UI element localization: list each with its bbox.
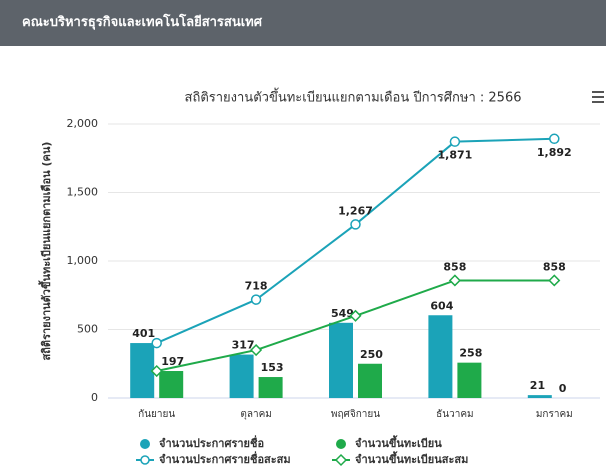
bar <box>258 377 283 398</box>
menu-icon[interactable] <box>592 91 604 103</box>
legend-label[interactable]: จำนวนประกาศรายชื่อสะสม <box>159 451 291 466</box>
menu-bar[interactable] <box>592 96 604 98</box>
chart: สถิติรายงานตัวขึ้นทะเบียนแยกตามเดือน ปีก… <box>38 88 604 467</box>
bar-value-label: 401 <box>132 327 155 340</box>
legend-symbol <box>140 455 150 465</box>
line-value-label: 1,267 <box>338 204 373 217</box>
bar-value-label: 258 <box>459 347 482 360</box>
chart-title: สถิติรายงานตัวขึ้นทะเบียนแยกตามเดือน ปีก… <box>185 88 522 106</box>
y-axis-title: สถิติรายงานตัวขึ้นทะเบียนแยกตามเดือน (คน… <box>38 142 53 361</box>
menu-bar[interactable] <box>592 101 604 103</box>
menu-bar[interactable] <box>592 91 604 93</box>
line-value-label: 858 <box>443 260 466 273</box>
line-value-label: 1,892 <box>537 146 572 159</box>
bar <box>130 343 155 398</box>
marker <box>150 364 163 378</box>
marker <box>548 274 561 287</box>
y-tick-label: 2,000 <box>67 117 99 130</box>
bar <box>329 322 353 398</box>
legend-symbol <box>140 439 150 449</box>
bar-value-label: 153 <box>261 361 284 374</box>
panel-header: คณะบริหารธุรกิจและเทคโนโลยีสารสนเทศ <box>0 0 606 46</box>
y-tick-label: 500 <box>77 323 98 336</box>
bar-value-label: 197 <box>161 355 184 368</box>
bar-value-label: 0 <box>559 382 567 395</box>
x-tick-label: พฤศจิกายน <box>331 409 380 420</box>
legend-label[interactable]: จำนวนประกาศรายชื่อ <box>159 435 264 450</box>
y-tick-label: 1,000 <box>67 254 99 267</box>
bar-value-label: 317 <box>232 339 255 352</box>
y-tick-label: 1,500 <box>67 186 99 199</box>
bar-value-label: 549 <box>331 307 354 320</box>
bar <box>428 315 453 398</box>
marker <box>151 337 162 349</box>
x-tick-label: ธันวาคม <box>436 409 473 420</box>
bar <box>358 363 382 398</box>
legend-symbol <box>336 439 346 449</box>
legend-label[interactable]: จำนวนขึ้นทะเบียน <box>355 435 442 450</box>
bar-value-label: 604 <box>430 299 453 312</box>
bar <box>527 395 552 398</box>
line-value-label: 1,871 <box>438 149 473 162</box>
x-tick-label: มกราคม <box>536 409 573 420</box>
bar <box>457 362 482 398</box>
marker <box>349 309 362 322</box>
legend-label[interactable]: จำนวนขึ้นทะเบียนสะสม <box>355 451 468 466</box>
bar <box>229 354 254 398</box>
marker <box>250 343 263 357</box>
marker <box>449 136 461 147</box>
marker <box>549 133 560 145</box>
line-value-label: 858 <box>543 260 566 273</box>
line-value-label: 718 <box>245 280 268 293</box>
x-tick-label: กันยายน <box>138 409 175 420</box>
marker <box>350 219 361 230</box>
bar <box>159 371 184 398</box>
marker <box>448 274 461 287</box>
marker <box>250 294 262 305</box>
bar-value-label: 21 <box>530 379 545 392</box>
legend-symbol <box>334 453 348 467</box>
line <box>156 279 555 372</box>
bar-value-label: 250 <box>360 348 383 361</box>
y-tick-label: 0 <box>91 391 98 404</box>
x-tick-label: ตุลาคม <box>240 409 272 420</box>
